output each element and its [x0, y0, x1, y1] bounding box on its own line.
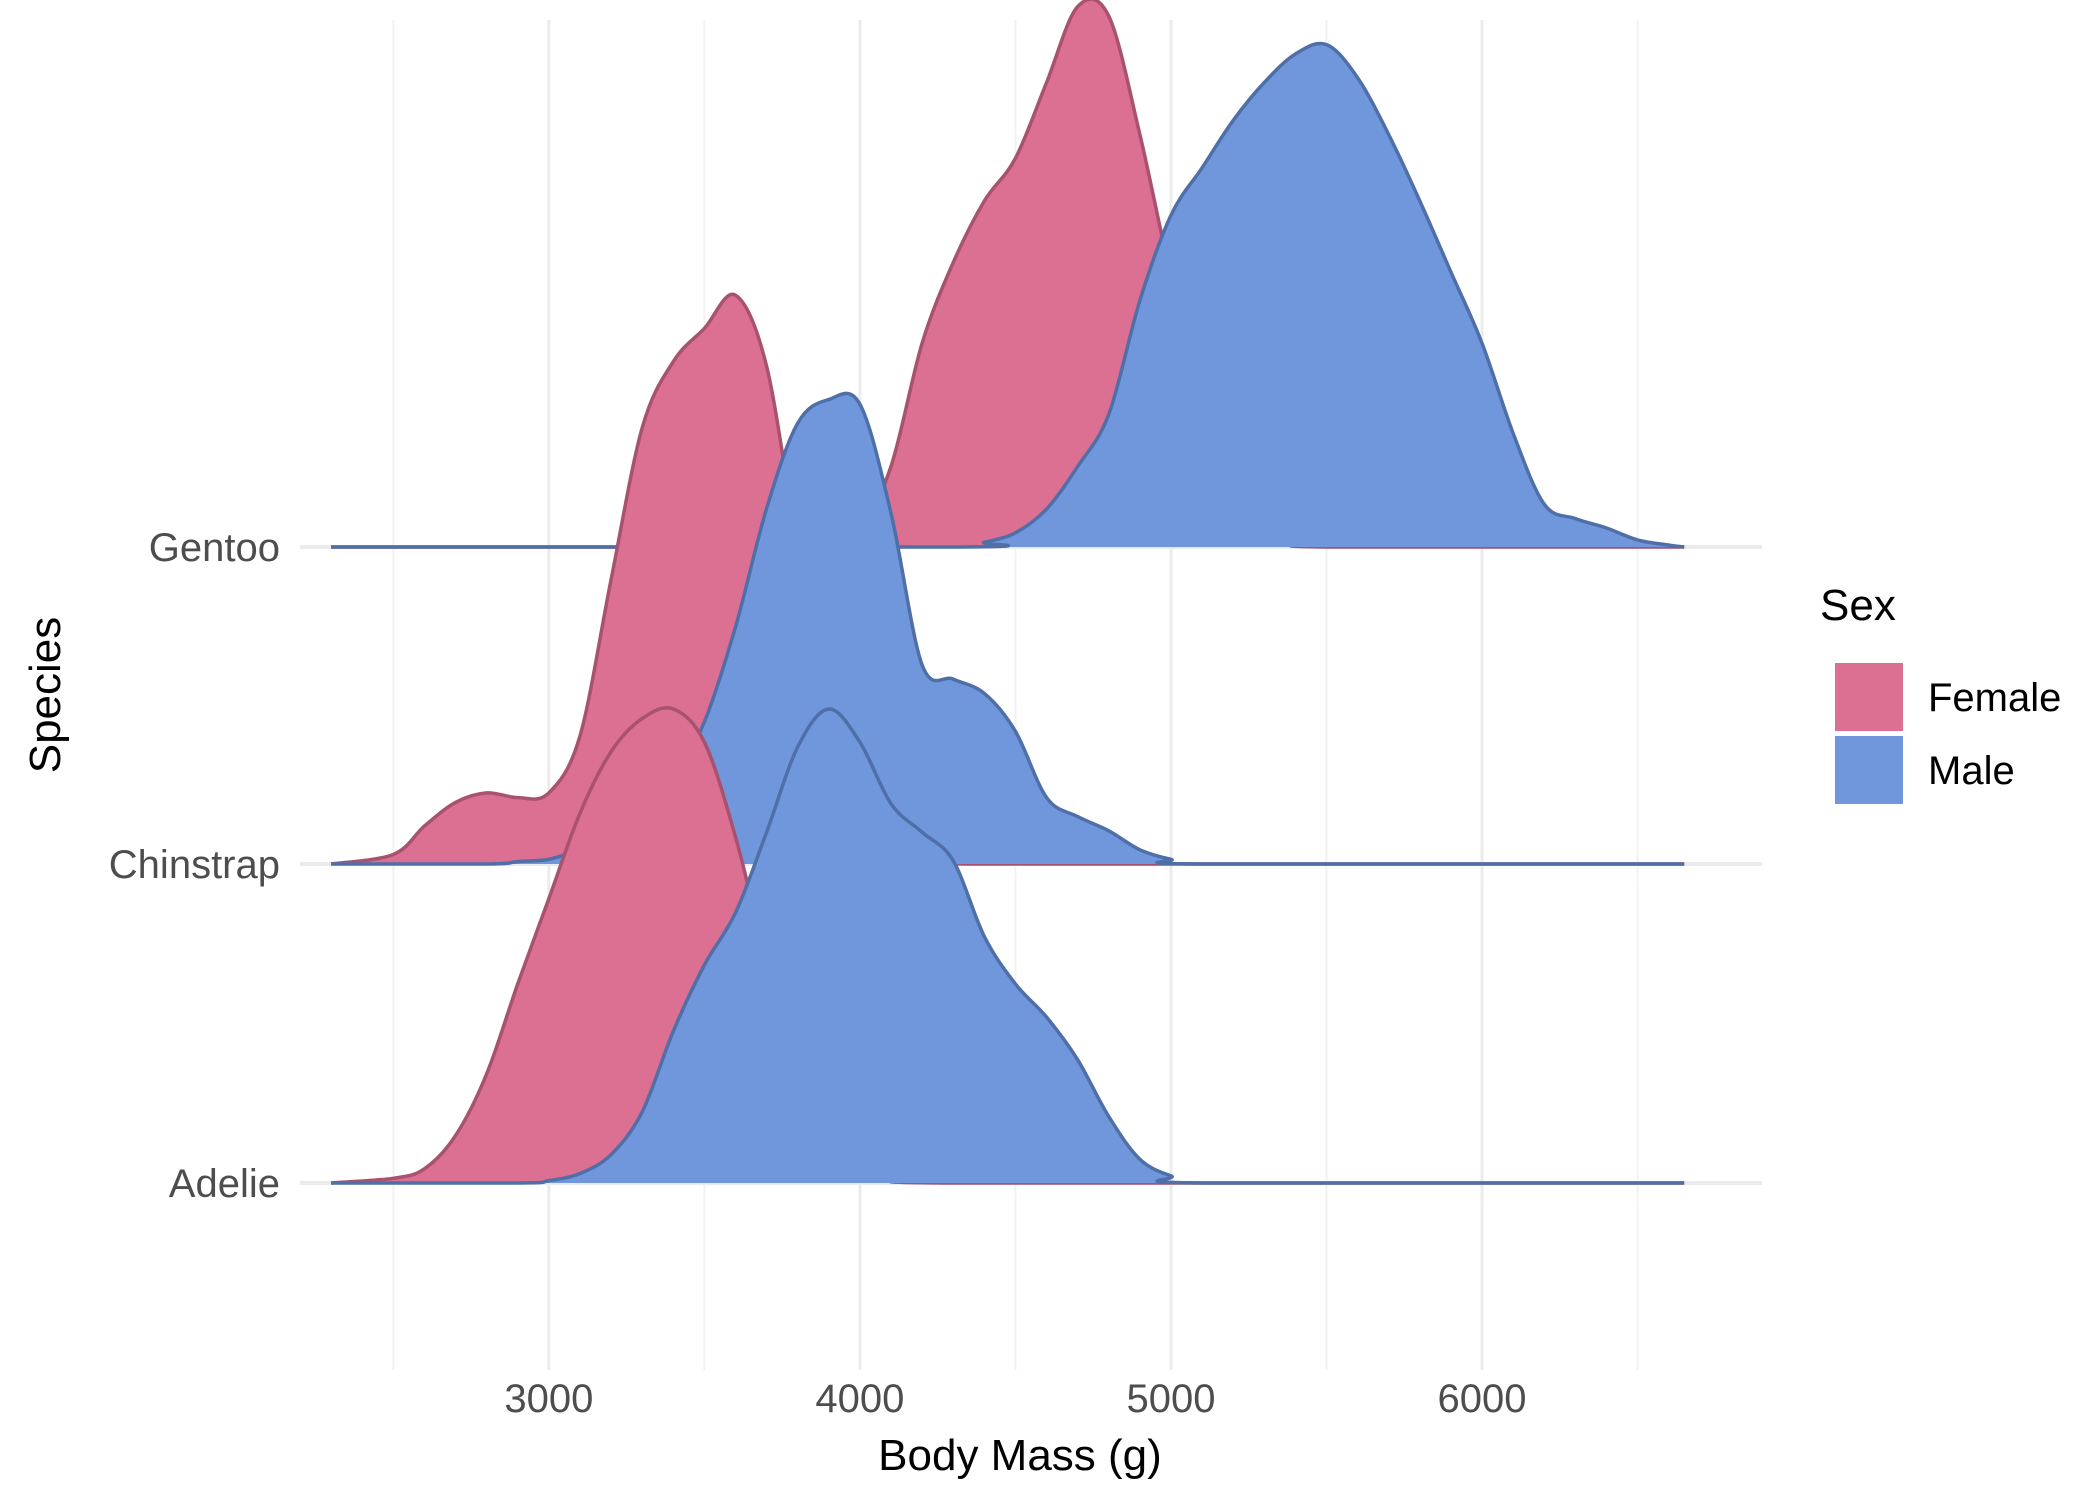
y-tick-label-adelie: Adelie	[169, 1162, 280, 1206]
density-ridges	[330, 0, 1685, 1185]
y-tick-label-gentoo: Gentoo	[149, 526, 280, 570]
y-axis-label: Species	[21, 617, 70, 774]
ridge-fill	[331, 0, 1685, 548]
legend-title: Sex	[1820, 581, 1896, 630]
ridge-fill	[331, 708, 1685, 1183]
x-tick-label: 3000	[504, 1377, 593, 1421]
x-axis-tick-labels: 3000 4000 5000 6000	[504, 1377, 1526, 1421]
x-tick-label: 5000	[1126, 1377, 1215, 1421]
legend-label-female: Female	[1928, 676, 2061, 720]
ridge-gentoo-male	[331, 41, 1685, 549]
ridge-fill	[331, 43, 1685, 547]
legend-swatch-male	[1835, 736, 1903, 804]
x-axis-label: Body Mass (g)	[878, 1431, 1162, 1480]
legend-swatch-female	[1835, 663, 1903, 731]
ridge-fill	[331, 393, 1685, 864]
ridge-outline	[331, 707, 1685, 1185]
legend: Sex Female Male	[1820, 581, 2061, 804]
ridge-outline	[331, 41, 1685, 549]
x-tick-label: 4000	[815, 1377, 904, 1421]
y-tick-label-chinstrap: Chinstrap	[109, 843, 280, 887]
legend-label-male: Male	[1928, 749, 2015, 793]
x-tick-label: 6000	[1438, 1377, 1527, 1421]
y-axis-tick-labels: Adelie Chinstrap Gentoo	[109, 526, 280, 1206]
ridge-adelie-male	[331, 707, 1685, 1185]
